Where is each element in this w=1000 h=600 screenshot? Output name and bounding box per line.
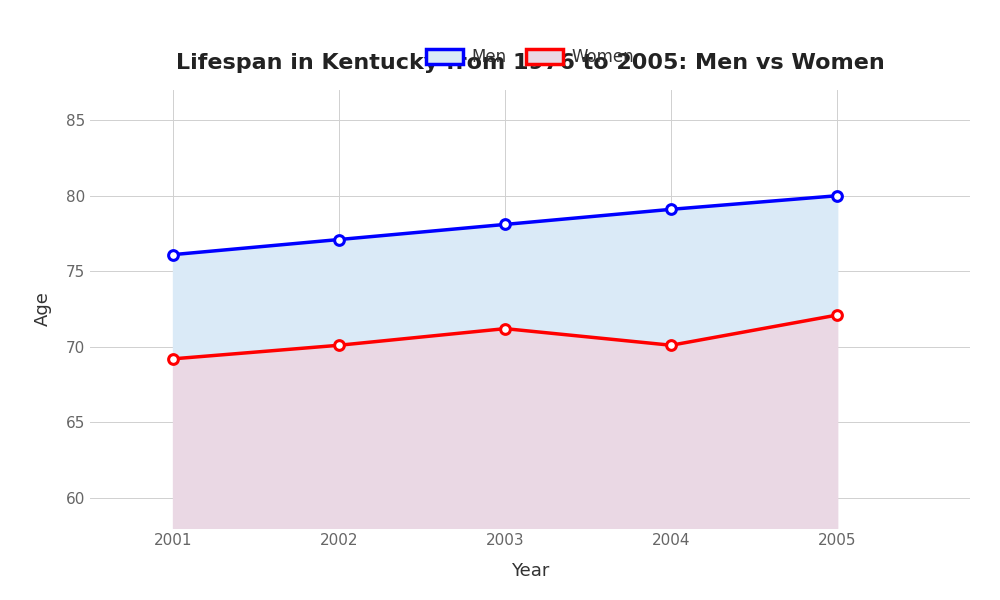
X-axis label: Year: Year <box>511 562 549 580</box>
Title: Lifespan in Kentucky from 1976 to 2005: Men vs Women: Lifespan in Kentucky from 1976 to 2005: … <box>176 53 884 73</box>
Y-axis label: Age: Age <box>34 292 52 326</box>
Legend: Men, Women: Men, Women <box>419 41 641 73</box>
